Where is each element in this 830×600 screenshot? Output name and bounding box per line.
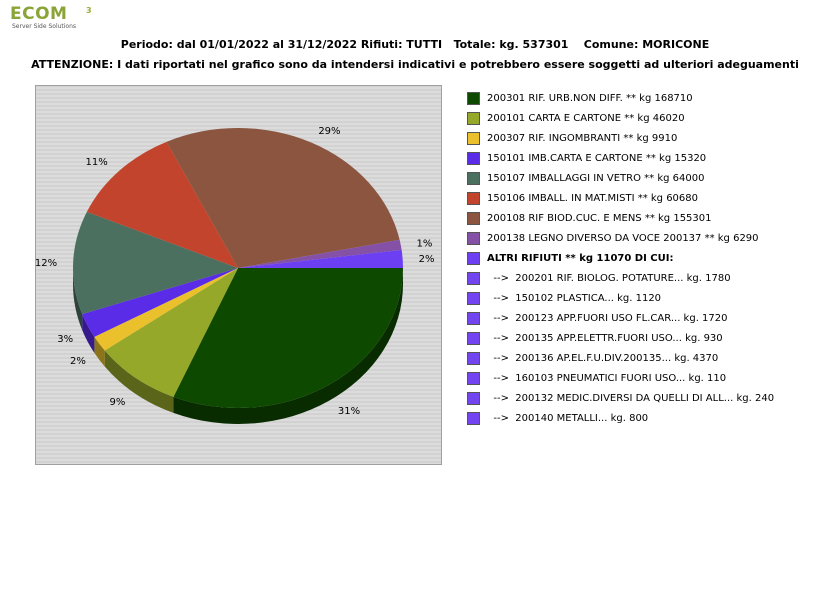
legend-swatch (467, 372, 480, 385)
pie-slice-200101 (104, 268, 239, 397)
pie-slice-side-150107 (73, 268, 83, 331)
pie-slice-150101 (82, 268, 238, 337)
logo-superscript: 3 (86, 6, 92, 15)
pie-slice-side-200307 (94, 336, 105, 367)
chart-legend: 200301 RIF. URB.NON DIFF. ** kg 168710 20… (467, 91, 827, 431)
pie-percent-label-150106: 11% (86, 157, 108, 168)
legend-swatch (467, 212, 480, 225)
legend-item: 200101 CARTA E CARTONE ** kg 46020 (467, 111, 827, 131)
legend-label: 200108 RIF BIOD.CUC. E MENS ** kg 155301 (487, 213, 712, 224)
pie-percent-label-200101: 9% (110, 397, 126, 408)
legend-swatch (467, 412, 480, 425)
legend-swatch (467, 352, 480, 365)
legend-swatch (467, 252, 480, 265)
legend-item: 150107 IMBALLAGGI IN VETRO ** kg 64000 (467, 171, 827, 191)
pie-percent-label-200108: 29% (318, 126, 340, 137)
legend-item: 150101 IMB.CARTA E CARTONE ** kg 15320 (467, 151, 827, 171)
pie-slice-150107 (73, 211, 238, 315)
legend-label: 200101 CARTA E CARTONE ** kg 46020 (487, 113, 685, 124)
pie-percent-label-200138: 1% (417, 239, 433, 250)
legend-item: --> 200132 MEDIC.DIVERSI DA QUELLI DI AL… (467, 391, 827, 411)
legend-label: --> 200135 APP.ELETTR.FUORI USO... kg. 9… (487, 333, 723, 344)
legend-label: --> 200201 RIF. BIOLOG. POTATURE... kg. … (487, 273, 731, 284)
legend-swatch (467, 92, 480, 105)
pie-percent-label-150101: 3% (57, 334, 73, 345)
pie-chart: 31% 9% 2% 3% 12% 11% 29% 1% 2% (35, 85, 442, 465)
legend-label: --> 150102 PLASTICA... kg. 1120 (487, 293, 662, 304)
legend-swatch (467, 312, 480, 325)
legend-item: 200138 LEGNO DIVERSO DA VOCE 200137 ** k… (467, 231, 827, 251)
legend-label: 150101 IMB.CARTA E CARTONE ** kg 15320 (487, 153, 707, 164)
pie-slice-200301 (173, 268, 403, 409)
legend-swatch (467, 272, 480, 285)
pie-slice-side-200101 (104, 350, 174, 413)
legend-swatch (467, 152, 480, 165)
pie-slice-ALTRI (238, 249, 403, 268)
logo-tagline: Server Side Solutions (12, 23, 77, 30)
legend-item: 200307 RIF. INGOMBRANTI ** kg 9910 (467, 131, 827, 151)
legend-label: --> 200140 METALLI... kg. 800 (487, 413, 649, 424)
pie-slice-200307 (94, 268, 238, 351)
legend-label: --> 200132 MEDIC.DIVERSI DA QUELLI DI AL… (487, 393, 775, 404)
legend-swatch (467, 392, 480, 405)
legend-item: --> 200135 APP.ELETTR.FUORI USO... kg. 9… (467, 331, 827, 351)
legend-item: --> 150102 PLASTICA... kg. 1120 (467, 291, 827, 311)
legend-item: --> 200136 AP.EL.F.U.DIV.200135... kg. 4… (467, 351, 827, 371)
legend-label: 200138 LEGNO DIVERSO DA VOCE 200137 ** k… (487, 233, 759, 244)
pie-percent-label-150107: 12% (35, 258, 57, 269)
legend-swatch (467, 332, 480, 345)
legend-label: 200301 RIF. URB.NON DIFF. ** kg 168710 (487, 93, 693, 104)
legend-label: --> 200136 AP.EL.F.U.DIV.200135... kg. 4… (487, 353, 719, 364)
legend-label: 150107 IMBALLAGGI IN VETRO ** kg 64000 (487, 173, 705, 184)
legend-item: --> 200123 APP.FUORI USO FL.CAR... kg. 1… (467, 311, 827, 331)
pie-percent-label-200307: 2% (70, 356, 86, 367)
logo-wordmark: ECOM (10, 4, 68, 24)
legend-label: 200307 RIF. INGOMBRANTI ** kg 9910 (487, 133, 678, 144)
legend-label: ALTRI RIFIUTI ** kg 11070 DI CUI: (487, 253, 674, 264)
ecom-logo: ECOM 3 Server Side Solutions (10, 4, 110, 30)
pie-slice-side-150101 (82, 314, 95, 353)
legend-item: 150106 IMBALL. IN MAT.MISTI ** kg 60680 (467, 191, 827, 211)
legend-label: --> 160103 PNEUMATICI FUORI USO... kg. 1… (487, 373, 727, 384)
legend-label: --> 200123 APP.FUORI USO FL.CAR... kg. 1… (487, 313, 728, 324)
legend-item: 200108 RIF BIOD.CUC. E MENS ** kg 155301 (467, 211, 827, 231)
pie-percent-label-ALTRI: 2% (419, 254, 435, 265)
report-period-title: Periodo: dal 01/01/2022 al 31/12/2022 Ri… (120, 38, 710, 51)
legend-swatch (467, 232, 480, 245)
legend-swatch (467, 132, 480, 145)
report-disclaimer: ATTENZIONE: I dati riportati nel grafico… (31, 58, 799, 71)
pie-slice-200138 (238, 239, 402, 268)
legend-swatch (467, 292, 480, 305)
pie-percent-label-200301: 31% (338, 406, 360, 417)
legend-item: --> 200140 METALLI... kg. 800 (467, 411, 827, 431)
pie-slice-side-200301 (173, 268, 403, 425)
legend-swatch (467, 112, 480, 125)
legend-label: 150106 IMBALL. IN MAT.MISTI ** kg 60680 (487, 193, 699, 204)
legend-item: --> 200201 RIF. BIOLOG. POTATURE... kg. … (467, 271, 827, 291)
legend-item: --> 160103 PNEUMATICI FUORI USO... kg. 1… (467, 371, 827, 391)
pie-slice-200108 (166, 128, 400, 268)
legend-swatch (467, 192, 480, 205)
legend-item: ALTRI RIFIUTI ** kg 11070 DI CUI: (467, 251, 827, 271)
pie-slice-150106 (86, 141, 238, 268)
legend-item: 200301 RIF. URB.NON DIFF. ** kg 168710 (467, 91, 827, 111)
legend-swatch (467, 172, 480, 185)
